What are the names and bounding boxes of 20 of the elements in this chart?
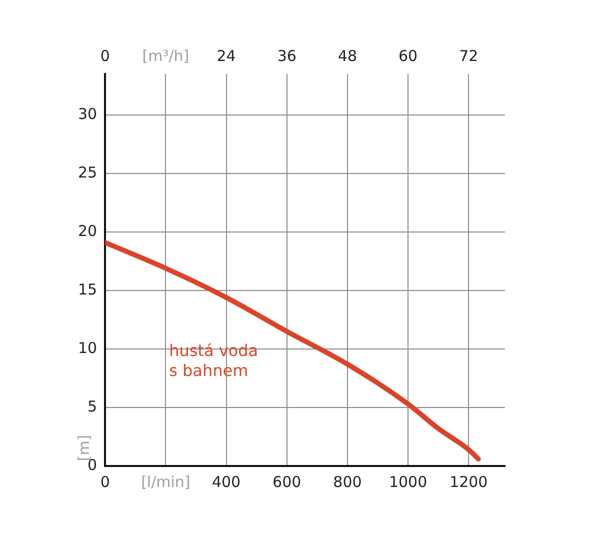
y-tick-label: 10	[78, 338, 98, 357]
x-tick-label: 1200	[450, 472, 488, 491]
x-tick-label: 1000	[388, 472, 428, 491]
x-tick-label: 0	[100, 472, 110, 491]
x-tick-label: 800	[333, 472, 362, 491]
x2-tick-label: 0	[100, 46, 110, 65]
x2-tick-label: 24	[216, 46, 236, 65]
x2-tick-label: 36	[277, 46, 296, 65]
x2-tick-label: [m³/h]	[142, 46, 190, 65]
y-tick-label: 25	[78, 163, 98, 182]
y-tick-label: 20	[78, 222, 98, 240]
x-tick-label: [l/min]	[141, 472, 190, 491]
x-tick-label: 600	[272, 472, 302, 491]
y-tick-label: 30	[78, 104, 98, 123]
y-tick-label: 15	[78, 280, 98, 298]
x2-tick-label: 60	[398, 46, 418, 65]
y-tick-label: 5	[88, 397, 98, 416]
x-tick-label: 400	[212, 472, 241, 491]
x2-tick-label: 72	[459, 46, 478, 65]
x2-tick-label: 48	[338, 46, 358, 65]
